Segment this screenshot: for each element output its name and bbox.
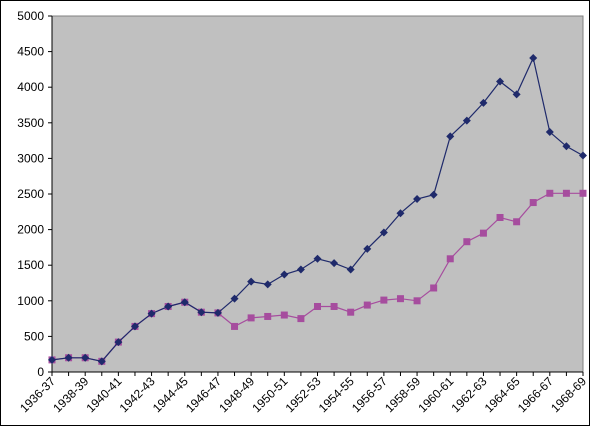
data-point bbox=[396, 209, 405, 218]
data-point bbox=[562, 142, 571, 151]
data-point bbox=[180, 298, 189, 307]
data-point bbox=[296, 265, 305, 274]
plot-area bbox=[51, 15, 584, 373]
y-tick-label: 3000 bbox=[17, 151, 44, 165]
data-point bbox=[380, 296, 388, 304]
data-point bbox=[231, 322, 239, 330]
series-1 bbox=[48, 54, 587, 366]
data-point bbox=[546, 189, 554, 197]
data-point bbox=[496, 213, 504, 221]
data-point bbox=[97, 357, 106, 366]
data-point bbox=[297, 315, 305, 323]
data-point bbox=[363, 301, 371, 309]
y-tick-label: 500 bbox=[24, 329, 44, 343]
data-point bbox=[64, 353, 73, 362]
data-point bbox=[247, 314, 255, 322]
data-point bbox=[114, 338, 123, 347]
data-point bbox=[430, 284, 438, 292]
data-point bbox=[579, 151, 587, 160]
data-point bbox=[512, 90, 521, 99]
data-point bbox=[197, 308, 206, 317]
data-point bbox=[347, 308, 355, 316]
y-tick-label: 1000 bbox=[17, 294, 44, 308]
data-point bbox=[479, 229, 487, 237]
data-point bbox=[479, 98, 488, 107]
y-tick-label: 3500 bbox=[17, 116, 44, 130]
data-point bbox=[413, 297, 421, 305]
data-point bbox=[463, 238, 471, 246]
data-point bbox=[280, 311, 288, 319]
data-point bbox=[330, 302, 338, 310]
data-point bbox=[529, 54, 538, 63]
data-point bbox=[48, 355, 56, 364]
axes bbox=[48, 15, 584, 376]
data-point bbox=[81, 353, 90, 362]
series-layer bbox=[48, 54, 587, 366]
data-point bbox=[462, 116, 471, 125]
data-point bbox=[579, 189, 587, 197]
data-point bbox=[264, 312, 272, 320]
data-point bbox=[413, 194, 422, 203]
data-point bbox=[529, 199, 537, 207]
data-point bbox=[247, 277, 256, 286]
data-point bbox=[230, 294, 239, 303]
data-point bbox=[147, 309, 156, 318]
data-point bbox=[330, 259, 339, 268]
data-point bbox=[263, 280, 272, 289]
data-point bbox=[280, 270, 289, 279]
data-point bbox=[446, 255, 454, 263]
y-tick-label: 4000 bbox=[17, 80, 44, 94]
y-tick-label: 1500 bbox=[17, 258, 44, 272]
y-tick-label: 2000 bbox=[17, 223, 44, 237]
data-point bbox=[363, 244, 372, 253]
y-tick-label: 4500 bbox=[17, 45, 44, 59]
data-point bbox=[313, 254, 322, 263]
data-point bbox=[314, 302, 321, 310]
data-point bbox=[346, 265, 355, 274]
y-tick-label: 5000 bbox=[17, 9, 44, 23]
data-point bbox=[164, 302, 173, 311]
data-point bbox=[130, 322, 139, 331]
data-point bbox=[513, 218, 521, 226]
data-point bbox=[213, 308, 222, 317]
y-tick-label: 0 bbox=[37, 365, 44, 379]
data-point bbox=[562, 189, 570, 197]
data-point bbox=[496, 77, 505, 86]
y-axis-tick-labels: 0 500 1000 1500 2000 2500 3000 3500 4000 4500 5000 bbox=[17, 9, 44, 379]
data-point bbox=[396, 295, 404, 303]
data-point bbox=[446, 132, 455, 141]
y-tick-label: 2500 bbox=[17, 187, 44, 201]
data-point bbox=[545, 128, 554, 137]
data-point bbox=[379, 228, 388, 237]
data-point bbox=[429, 190, 438, 199]
